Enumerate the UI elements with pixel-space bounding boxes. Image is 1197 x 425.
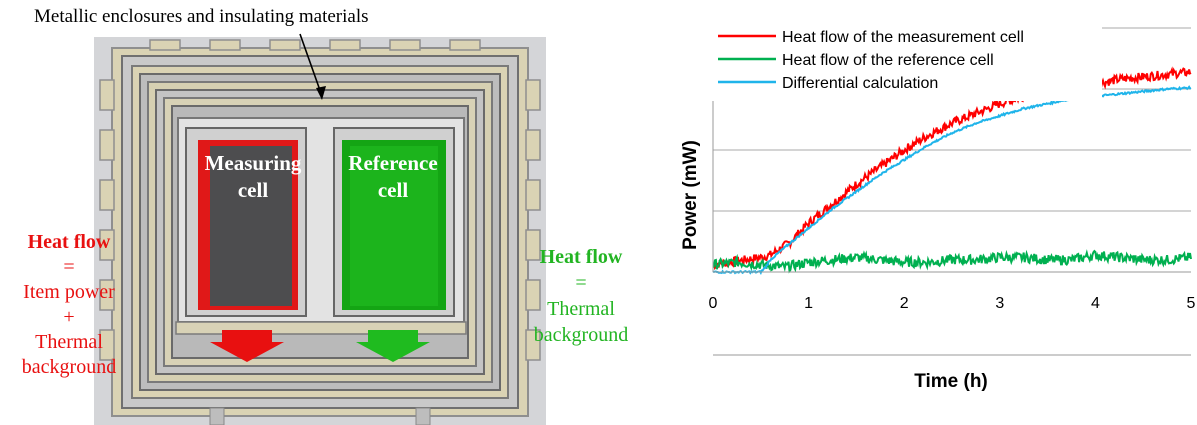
power-chart-svg: 0 1 2 3 4 5 Heat flow of the measurement cell… xyxy=(680,17,1196,392)
reference-cell-label: Reference cell xyxy=(318,150,468,204)
x-axis-label: Time (h) xyxy=(914,371,988,392)
y-axis-label: Power (mW) xyxy=(680,140,701,250)
reference-cell-label-line2: cell xyxy=(377,178,409,202)
x-tick-label: 5 xyxy=(1187,295,1196,312)
left-heat-formula: Heat flow = Item power + Thermal backgro… xyxy=(0,230,138,380)
measuring-heat-arrow xyxy=(210,330,284,362)
right-formula-background: background xyxy=(533,324,629,346)
measuring-cell-label-line2: cell xyxy=(237,178,269,202)
foot-left xyxy=(209,407,225,425)
left-formula-item-power: Item power xyxy=(23,281,115,303)
legend: Heat flow of the measurement cell Heat fl… xyxy=(718,29,1024,92)
series-line-2 xyxy=(712,249,1192,274)
measuring-cell-core xyxy=(210,146,292,306)
reference-cell-label-line1: Reference xyxy=(348,151,438,175)
x-tick-label: 0 xyxy=(709,295,718,312)
calorimeter-cross-section-image xyxy=(94,33,546,425)
x-tick-label: 3 xyxy=(995,295,1004,312)
left-formula-plus: + xyxy=(63,306,75,328)
legend-label-2: Heat flow of the reference cell xyxy=(782,52,994,69)
top-tabs xyxy=(149,39,481,51)
right-heat-formula: Heat flow = Thermal background xyxy=(512,244,650,348)
series-lines xyxy=(712,66,1192,275)
left-formula-title: Heat flow xyxy=(27,231,111,253)
right-formula-title: Heat flow xyxy=(539,246,623,268)
reference-cell-core xyxy=(350,146,438,306)
left-formula-equals: = xyxy=(63,256,75,278)
enclosure-caption: Metallic enclosures and insulating mater… xyxy=(34,6,369,27)
legend-label-3: Differential calculation xyxy=(782,75,938,92)
foot-right xyxy=(415,407,431,425)
left-formula-thermal: Thermal xyxy=(35,331,103,353)
series-line-3 xyxy=(712,85,1192,275)
right-formula-thermal: Thermal xyxy=(547,298,615,320)
left-formula-background: background xyxy=(21,356,117,378)
caption-pointer-line xyxy=(299,33,323,97)
measuring-cell-label: Measuring cell xyxy=(178,150,328,204)
right-formula-equals: = xyxy=(575,272,587,294)
x-tick-label: 2 xyxy=(900,295,909,312)
measuring-cell-label-line1: Measuring xyxy=(204,151,302,175)
x-tick-label: 1 xyxy=(804,295,813,312)
caption-pointer-head xyxy=(316,86,326,100)
x-tick-labels: 0 1 2 3 4 5 xyxy=(709,295,1196,312)
x-tick-label: 4 xyxy=(1091,295,1100,312)
side-tabs xyxy=(99,79,541,361)
base-plate xyxy=(175,321,467,335)
reference-heat-arrow xyxy=(356,330,430,362)
legend-label-1: Heat flow of the measurement cell xyxy=(782,29,1024,46)
